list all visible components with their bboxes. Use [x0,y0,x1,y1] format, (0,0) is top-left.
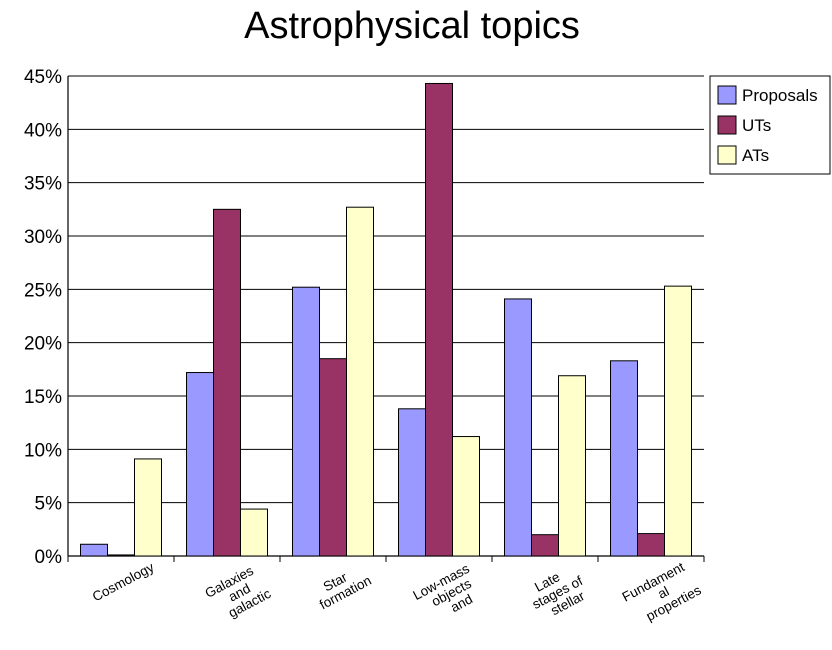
x-tick-label: Latestages ofstellar [523,560,592,624]
bar-uts [637,533,665,557]
bar-ats [452,436,480,557]
legend-swatch [717,145,737,165]
y-tick-label: 35% [24,174,62,195]
bar-proposals [80,543,108,557]
bar-uts [213,208,241,557]
legend-label: UTs [742,116,771,135]
y-tick-label: 45% [24,67,62,88]
y-tick-label: 15% [24,387,62,408]
legend-label: ATs [742,146,769,165]
legend-swatch [717,115,737,135]
bar-proposals [292,286,320,557]
bar-ats [240,508,268,557]
x-tick-label: Starformation [310,560,373,612]
bar-proposals [610,360,638,557]
bar-ats [346,206,374,557]
bar-proposals [398,408,426,557]
bar-uts [531,534,559,557]
x-tick-label: Low-massobjectsand [411,561,486,628]
bar-uts [107,554,135,557]
x-tick-label: Galaxiesandgalactic [203,561,274,626]
bar-ats [664,285,692,557]
y-tick-label: 0% [35,547,63,568]
y-tick-label: 20% [24,334,62,355]
y-tick-label: 30% [24,227,62,248]
legend-label: Proposals [742,86,818,105]
y-tick-label: 25% [24,280,62,301]
bar-ats [558,375,586,557]
bar-proposals [504,298,532,557]
x-tick-label: Cosmology [90,559,157,604]
bar-proposals [186,372,214,557]
bar-uts [425,82,453,557]
y-tick-label: 5% [35,494,63,515]
y-tick-label: 10% [24,440,62,461]
bar-ats [134,458,162,557]
bar-uts [319,358,347,557]
legend-swatch [717,85,737,105]
y-tick-label: 40% [24,120,62,141]
chart-title: Astrophysical topics [244,5,580,47]
x-tick-label: Fundamentalproperties [620,557,704,629]
